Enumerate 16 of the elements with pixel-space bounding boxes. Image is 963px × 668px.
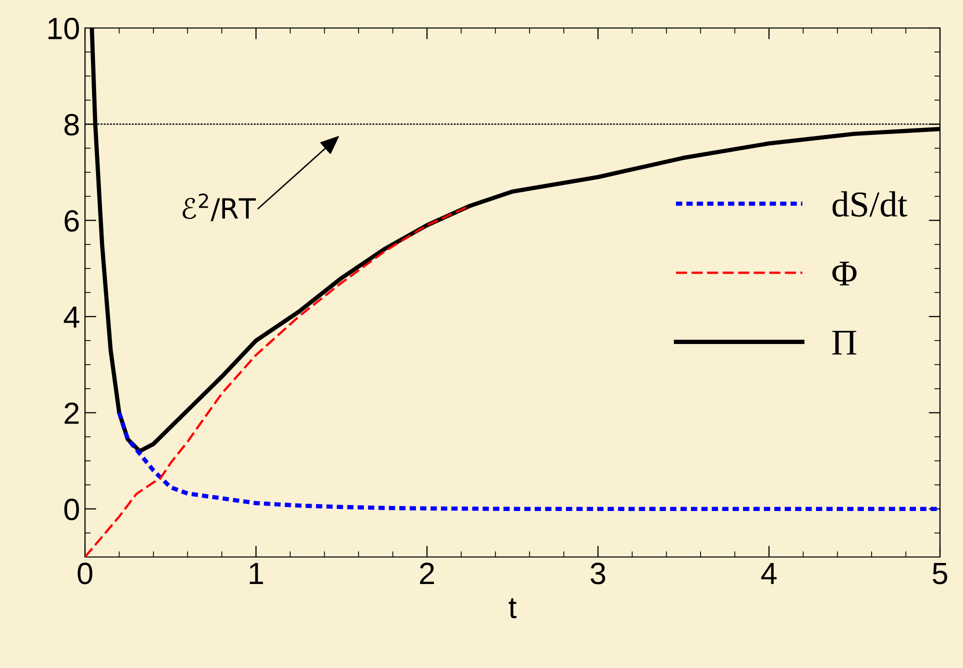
y-tick-label: 2 [64, 402, 79, 424]
legend-label: dS/dt [832, 191, 908, 217]
annotation: ℰ$^{2}$/RT [182, 193, 256, 222]
x-tick-label: 2 [420, 562, 434, 584]
y-tick-label: 0 [64, 498, 79, 520]
legend-label: Φ [832, 262, 857, 286]
x-tick-label: 3 [590, 562, 606, 584]
legend-label: Π [832, 330, 856, 355]
y-tick-label: 4 [64, 306, 80, 328]
x-tick-label: 1 [250, 562, 264, 584]
y-tick-label: 8 [64, 114, 79, 136]
y-tick-label: 10 [48, 18, 79, 40]
x-tick-label: 5 [932, 562, 948, 584]
y-tick-label: 6 [64, 210, 79, 232]
x-axis-title: t [508, 598, 517, 618]
x-tick-label: 4 [761, 562, 777, 584]
